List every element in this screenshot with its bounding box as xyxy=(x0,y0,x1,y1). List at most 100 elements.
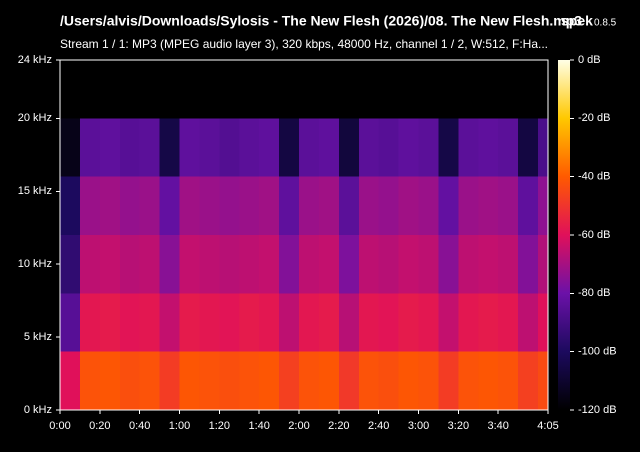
spectrum-cell xyxy=(338,118,359,177)
spectrum-cell xyxy=(418,60,439,119)
y-tick-label: 24 kHz xyxy=(18,54,52,66)
y-tick-label: 15 kHz xyxy=(18,185,52,197)
spectrum-cell xyxy=(498,60,519,119)
spectrum-cell xyxy=(518,293,539,352)
spectrum-cell xyxy=(418,235,439,294)
x-tick-label: 0:20 xyxy=(89,420,110,432)
spectrum-cell xyxy=(79,293,100,352)
x-tick-label: 2:00 xyxy=(288,420,309,432)
spectrum-cell xyxy=(60,118,80,177)
spectrum-cell xyxy=(99,293,120,352)
spectrum-cell xyxy=(259,351,280,410)
spectrum-cell xyxy=(378,176,399,235)
spectrum-cell xyxy=(199,293,220,352)
spectrum-cell xyxy=(458,60,479,119)
y-tick-label: 0 kHz xyxy=(24,404,52,416)
x-tick-label: 0:40 xyxy=(129,420,150,432)
plot-frame xyxy=(59,59,549,411)
spectrum-cell xyxy=(358,235,379,294)
spectrum-cell xyxy=(498,351,519,410)
spectrum-cell xyxy=(179,235,200,294)
spectrum-cell xyxy=(99,351,120,410)
x-tick-label: 1:20 xyxy=(209,420,230,432)
spectrum-cell xyxy=(438,60,459,119)
spectrum-cell xyxy=(279,60,300,119)
spectrum-cell xyxy=(219,176,240,235)
spectrum-cell xyxy=(478,293,499,352)
spectrum-cell xyxy=(179,60,200,119)
spectrum-cell xyxy=(338,176,359,235)
colorbar-tick-label: -20 dB xyxy=(578,112,610,124)
x-tick-label: 3:20 xyxy=(448,420,469,432)
spectrum-cell xyxy=(518,235,539,294)
spectrum-cell xyxy=(179,118,200,177)
spectrum-cell xyxy=(259,60,280,119)
spectrum-cell xyxy=(458,118,479,177)
y-tick-label: 20 kHz xyxy=(18,112,52,124)
spectrum-cell xyxy=(398,235,419,294)
spectrum-cell xyxy=(518,176,539,235)
spectrum-cell xyxy=(398,60,419,119)
spectrum-cell xyxy=(478,351,499,410)
spectrum-cell xyxy=(139,293,160,352)
spectrum-cell xyxy=(239,293,260,352)
spectrum-cell xyxy=(438,118,459,177)
spectrum-cell xyxy=(279,351,300,410)
spectrum-cell xyxy=(299,235,319,294)
spectrum-cell xyxy=(239,118,260,177)
spectrum-cell xyxy=(219,118,240,177)
spectrum-cell xyxy=(398,118,419,177)
spectrum-cell xyxy=(518,60,539,119)
spectrum-cell xyxy=(299,118,319,177)
spectrum-cell xyxy=(259,293,280,352)
spectrum-cell xyxy=(299,60,319,119)
spectrum-cell xyxy=(60,60,80,119)
x-tick-label: 3:40 xyxy=(487,420,508,432)
stream-info: Stream 1 / 1: MP3 (MPEG audio layer 3), … xyxy=(60,37,548,51)
spectrum-cell xyxy=(538,351,548,410)
spectrum-cell xyxy=(259,118,280,177)
app-version: 0.8.5 xyxy=(594,18,617,29)
x-tick-label: 1:40 xyxy=(248,420,269,432)
spectrum-cell xyxy=(219,60,240,119)
spectrum-cell xyxy=(398,351,419,410)
spectrum-cell xyxy=(338,351,359,410)
spectrum-cell xyxy=(458,351,479,410)
spectrum-cell xyxy=(139,351,160,410)
colorbar-tick-label: -40 dB xyxy=(578,171,610,183)
spectrum-cell xyxy=(99,118,120,177)
spectrum-cell xyxy=(239,60,260,119)
spectrum-cell xyxy=(538,235,548,294)
spectrum-cell xyxy=(159,118,180,177)
spectrum-cell xyxy=(358,60,379,119)
spectrum-cell xyxy=(378,60,399,119)
spectrum-cell xyxy=(518,118,539,177)
spectrum-cell xyxy=(60,293,80,352)
spectrum-cell xyxy=(279,118,300,177)
spectrum-cell xyxy=(199,60,220,119)
colorbar-tick-label: -60 dB xyxy=(578,229,610,241)
spectrum-cell xyxy=(199,176,220,235)
spectrum-cell xyxy=(239,351,260,410)
colorbar-tick-label: -80 dB xyxy=(578,287,610,299)
spectrum-cell xyxy=(318,60,339,119)
spectrum-cell xyxy=(318,176,339,235)
spectrum-cell xyxy=(219,235,240,294)
spectrum-cell xyxy=(378,235,399,294)
spectrum-cell xyxy=(159,293,180,352)
spectrum-cell xyxy=(159,176,180,235)
spectrum-cell xyxy=(279,176,300,235)
spectrum-cell xyxy=(378,351,399,410)
spectrum-cell xyxy=(378,118,399,177)
spectrum-cell xyxy=(219,351,240,410)
x-tick-label: 2:40 xyxy=(368,420,389,432)
x-tick-label: 4:05 xyxy=(537,420,558,432)
spectrum-cell xyxy=(458,235,479,294)
spectrum-cell xyxy=(219,293,240,352)
spectrum-cell xyxy=(279,235,300,294)
spectrum-cell xyxy=(259,235,280,294)
spectrum-cell xyxy=(199,351,220,410)
colorbar xyxy=(558,60,570,410)
spectrum-cell xyxy=(458,176,479,235)
